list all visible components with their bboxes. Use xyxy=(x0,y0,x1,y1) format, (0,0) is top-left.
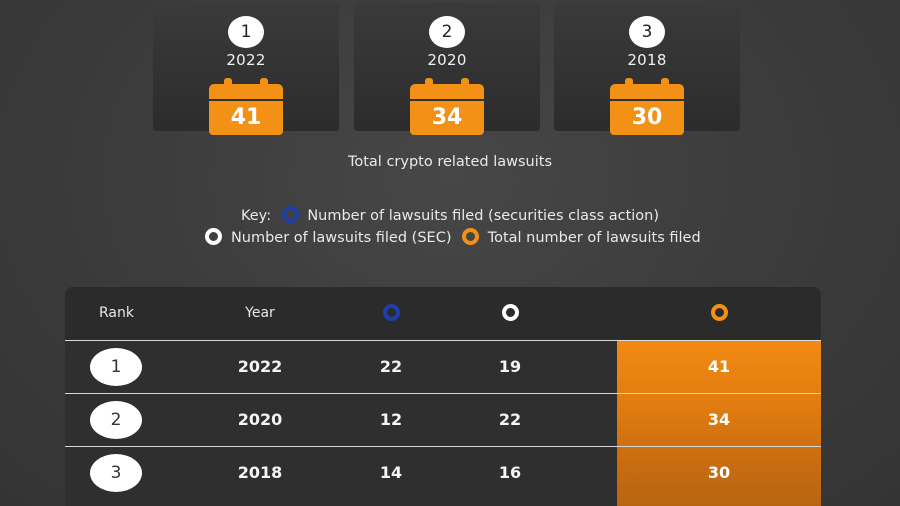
legend-entry-sec: Number of lawsuits filed (SEC) xyxy=(230,230,452,246)
table-row: 3 2018 14 16 30 xyxy=(65,446,821,499)
calendar-icon: 30 xyxy=(610,78,684,135)
row-year: 2018 xyxy=(237,463,283,482)
row-year: 2022 xyxy=(237,357,283,376)
table-row: 2 2020 12 22 34 xyxy=(65,393,821,446)
header-sca xyxy=(341,287,441,339)
calendar-icon: 41 xyxy=(209,78,283,135)
row-sec: 22 xyxy=(498,410,522,429)
card-total: 34 xyxy=(410,101,484,135)
row-sca: 12 xyxy=(379,410,403,429)
card-total: 41 xyxy=(209,101,283,135)
row-total: 41 xyxy=(707,357,731,376)
orange-ring-icon xyxy=(462,228,480,245)
blue-ring-icon xyxy=(281,206,299,223)
card-year: 2022 xyxy=(226,51,266,69)
legend-row-2: Number of lawsuits filed (SEC) Total num… xyxy=(0,228,900,246)
row-sca: 14 xyxy=(379,463,403,482)
header-total xyxy=(617,287,821,339)
row-rank: 3 xyxy=(90,454,142,492)
blue-ring-icon xyxy=(382,304,400,321)
legend-entry-sca: Number of lawsuits filed (securities cla… xyxy=(307,208,660,224)
card-year: 2018 xyxy=(627,51,667,69)
header-rank: Rank xyxy=(99,305,134,321)
header-sec xyxy=(460,287,560,339)
table-row: 1 2022 22 19 41 xyxy=(65,340,821,393)
card-total: 30 xyxy=(610,101,684,135)
header-year: Year xyxy=(245,305,275,321)
total-column-highlight xyxy=(617,340,821,506)
card-year: 2020 xyxy=(427,51,467,69)
white-ring-icon xyxy=(205,228,223,245)
legend-row-1: Key: Number of lawsuits filed (securitie… xyxy=(0,206,900,224)
row-sec: 16 xyxy=(498,463,522,482)
row-total: 30 xyxy=(707,463,731,482)
row-sca: 22 xyxy=(379,357,403,376)
white-ring-icon xyxy=(501,304,519,321)
rank-card-1: 1 2022 41 xyxy=(153,3,339,135)
orange-ring-icon xyxy=(710,304,728,321)
legend-entry-total: Total number of lawsuits filed xyxy=(487,230,701,246)
row-sec: 19 xyxy=(498,357,522,376)
chart-caption: Total crypto related lawsuits xyxy=(347,154,553,170)
legend-label: Key: xyxy=(240,208,272,224)
row-rank: 2 xyxy=(90,401,142,439)
rank-card-3: 3 2018 30 xyxy=(554,3,740,135)
rank-badge: 3 xyxy=(629,16,665,48)
rank-badge: 1 xyxy=(228,16,264,48)
lawsuits-table: Rank Year 1 2022 22 19 41 2 2020 12 22 3… xyxy=(65,287,821,506)
rank-card-2: 2 2020 34 xyxy=(354,3,540,135)
row-total: 34 xyxy=(707,410,731,429)
rank-badge: 2 xyxy=(429,16,465,48)
row-rank: 1 xyxy=(90,348,142,386)
row-year: 2020 xyxy=(237,410,283,429)
calendar-icon: 34 xyxy=(410,78,484,135)
table-header: Rank Year xyxy=(65,287,821,339)
